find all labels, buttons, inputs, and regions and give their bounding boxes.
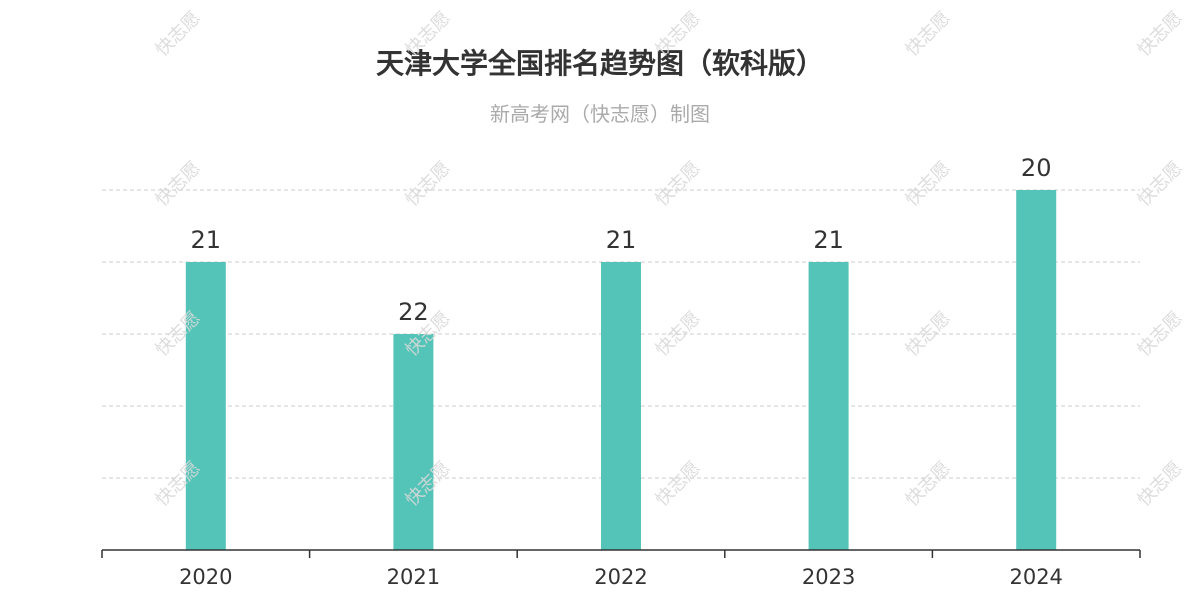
x-tick-label-2023: 2023 [802, 565, 855, 589]
bar-2022 [601, 262, 641, 550]
x-axis: 2020 2021 2022 2023 2024 [101, 549, 1141, 589]
bar-2020 [185, 262, 226, 550]
x-tick-label-2022: 2022 [594, 565, 647, 589]
data-label-2020: 21 [191, 226, 222, 254]
chart-subtitle: 新高考网（快志愿）制图 [490, 102, 710, 126]
bar-2024 [1016, 190, 1057, 550]
data-label-2023: 21 [813, 226, 844, 254]
bar-2021 [393, 334, 434, 550]
data-label-2022: 21 [606, 226, 637, 254]
x-tick-label-2021: 2021 [387, 565, 440, 589]
data-label-2024: 20 [1021, 154, 1052, 182]
x-tick-label-2020: 2020 [179, 565, 232, 589]
data-label-2021: 22 [398, 298, 429, 326]
x-tick-label-2024: 2024 [1009, 565, 1062, 589]
bar-2023 [808, 262, 849, 550]
bars: 21 22 21 21 20 [185, 154, 1057, 550]
chart-title: 天津大学全国排名趋势图（软科版） [375, 47, 824, 80]
